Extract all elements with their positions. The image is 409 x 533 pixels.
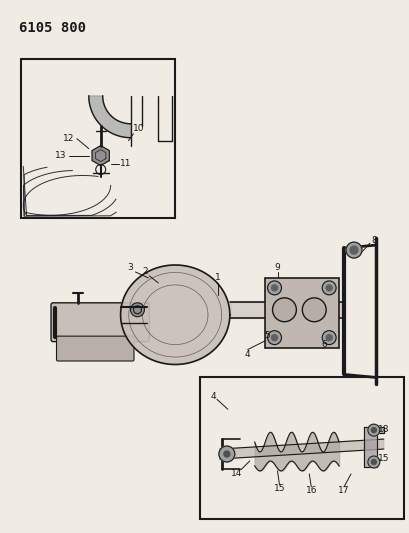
FancyBboxPatch shape bbox=[56, 336, 134, 361]
Circle shape bbox=[267, 330, 281, 345]
Circle shape bbox=[349, 246, 357, 254]
Circle shape bbox=[367, 456, 379, 468]
Polygon shape bbox=[120, 265, 229, 365]
Text: 1: 1 bbox=[214, 273, 220, 282]
Circle shape bbox=[321, 330, 335, 345]
Text: 17: 17 bbox=[337, 486, 349, 495]
Circle shape bbox=[218, 446, 234, 462]
Text: 15: 15 bbox=[273, 484, 285, 494]
Text: 4: 4 bbox=[210, 392, 215, 401]
Text: 11: 11 bbox=[119, 159, 131, 168]
Polygon shape bbox=[92, 146, 109, 166]
Text: 6: 6 bbox=[321, 340, 326, 349]
Text: 8: 8 bbox=[370, 236, 376, 245]
Polygon shape bbox=[363, 427, 383, 467]
Circle shape bbox=[371, 459, 375, 464]
Circle shape bbox=[271, 335, 277, 341]
Text: 13: 13 bbox=[55, 151, 67, 160]
Text: 2: 2 bbox=[142, 268, 148, 277]
Circle shape bbox=[326, 285, 331, 291]
Circle shape bbox=[130, 303, 144, 317]
Circle shape bbox=[301, 298, 326, 322]
Text: 14: 14 bbox=[231, 470, 242, 479]
Circle shape bbox=[321, 281, 335, 295]
Polygon shape bbox=[229, 302, 343, 318]
Circle shape bbox=[345, 242, 361, 258]
Text: 4: 4 bbox=[244, 350, 250, 359]
Text: 9: 9 bbox=[274, 263, 280, 272]
FancyBboxPatch shape bbox=[51, 303, 149, 342]
Circle shape bbox=[326, 335, 331, 341]
Circle shape bbox=[371, 427, 375, 433]
Polygon shape bbox=[219, 439, 383, 459]
Circle shape bbox=[223, 451, 229, 457]
Text: 10: 10 bbox=[133, 124, 144, 133]
Polygon shape bbox=[89, 96, 130, 138]
Circle shape bbox=[272, 298, 296, 322]
Text: 16: 16 bbox=[305, 486, 316, 495]
Text: 18: 18 bbox=[377, 425, 389, 434]
Circle shape bbox=[271, 285, 277, 291]
Text: 3: 3 bbox=[127, 263, 133, 272]
FancyBboxPatch shape bbox=[264, 278, 338, 348]
Text: 15: 15 bbox=[377, 455, 389, 464]
Circle shape bbox=[267, 281, 281, 295]
Text: 6105 800: 6105 800 bbox=[19, 21, 86, 35]
Text: 5: 5 bbox=[264, 331, 270, 340]
Text: 12: 12 bbox=[63, 134, 74, 143]
Circle shape bbox=[367, 424, 379, 436]
